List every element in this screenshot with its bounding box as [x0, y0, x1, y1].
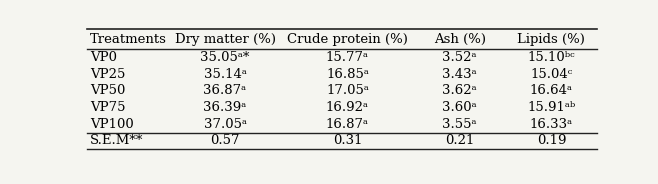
- Text: 16.87ᵃ: 16.87ᵃ: [326, 118, 369, 131]
- Text: 15.91ᵃᵇ: 15.91ᵃᵇ: [527, 101, 576, 114]
- Text: S.E.M**: S.E.M**: [90, 135, 143, 147]
- Text: 16.64ᵃ: 16.64ᵃ: [530, 84, 573, 97]
- Text: Lipids (%): Lipids (%): [517, 33, 586, 46]
- Text: Treatments: Treatments: [90, 33, 166, 46]
- Text: Crude protein (%): Crude protein (%): [287, 33, 408, 46]
- Text: 16.33ᵃ: 16.33ᵃ: [530, 118, 573, 131]
- Text: 17.05ᵃ: 17.05ᵃ: [326, 84, 369, 97]
- Text: 3.52ᵃ: 3.52ᵃ: [442, 51, 477, 64]
- Text: 0.21: 0.21: [445, 135, 474, 147]
- Text: 35.14ᵃ: 35.14ᵃ: [203, 68, 247, 81]
- Text: Ash (%): Ash (%): [434, 33, 486, 46]
- Text: VP100: VP100: [90, 118, 134, 131]
- Text: 15.77ᵃ: 15.77ᵃ: [326, 51, 369, 64]
- Text: 35.05ᵃ*: 35.05ᵃ*: [200, 51, 250, 64]
- Text: 16.85ᵃ: 16.85ᵃ: [326, 68, 369, 81]
- Text: 0.31: 0.31: [333, 135, 362, 147]
- Text: 15.04ᶜ: 15.04ᶜ: [530, 68, 572, 81]
- Text: 37.05ᵃ: 37.05ᵃ: [203, 118, 247, 131]
- Text: 16.92ᵃ: 16.92ᵃ: [326, 101, 369, 114]
- Text: VP0: VP0: [90, 51, 117, 64]
- Text: VP75: VP75: [90, 101, 126, 114]
- Text: 36.39ᵃ: 36.39ᵃ: [203, 101, 247, 114]
- Text: 3.60ᵃ: 3.60ᵃ: [442, 101, 477, 114]
- Text: 3.55ᵃ: 3.55ᵃ: [442, 118, 477, 131]
- Text: 0.19: 0.19: [537, 135, 566, 147]
- Text: 15.10ᵇᶜ: 15.10ᵇᶜ: [528, 51, 575, 64]
- Text: VP25: VP25: [90, 68, 125, 81]
- Text: 36.87ᵃ: 36.87ᵃ: [203, 84, 247, 97]
- Text: 3.62ᵃ: 3.62ᵃ: [442, 84, 477, 97]
- Text: 0.57: 0.57: [211, 135, 240, 147]
- Text: Dry matter (%): Dry matter (%): [174, 33, 276, 46]
- Text: 3.43ᵃ: 3.43ᵃ: [442, 68, 477, 81]
- Text: VP50: VP50: [90, 84, 125, 97]
